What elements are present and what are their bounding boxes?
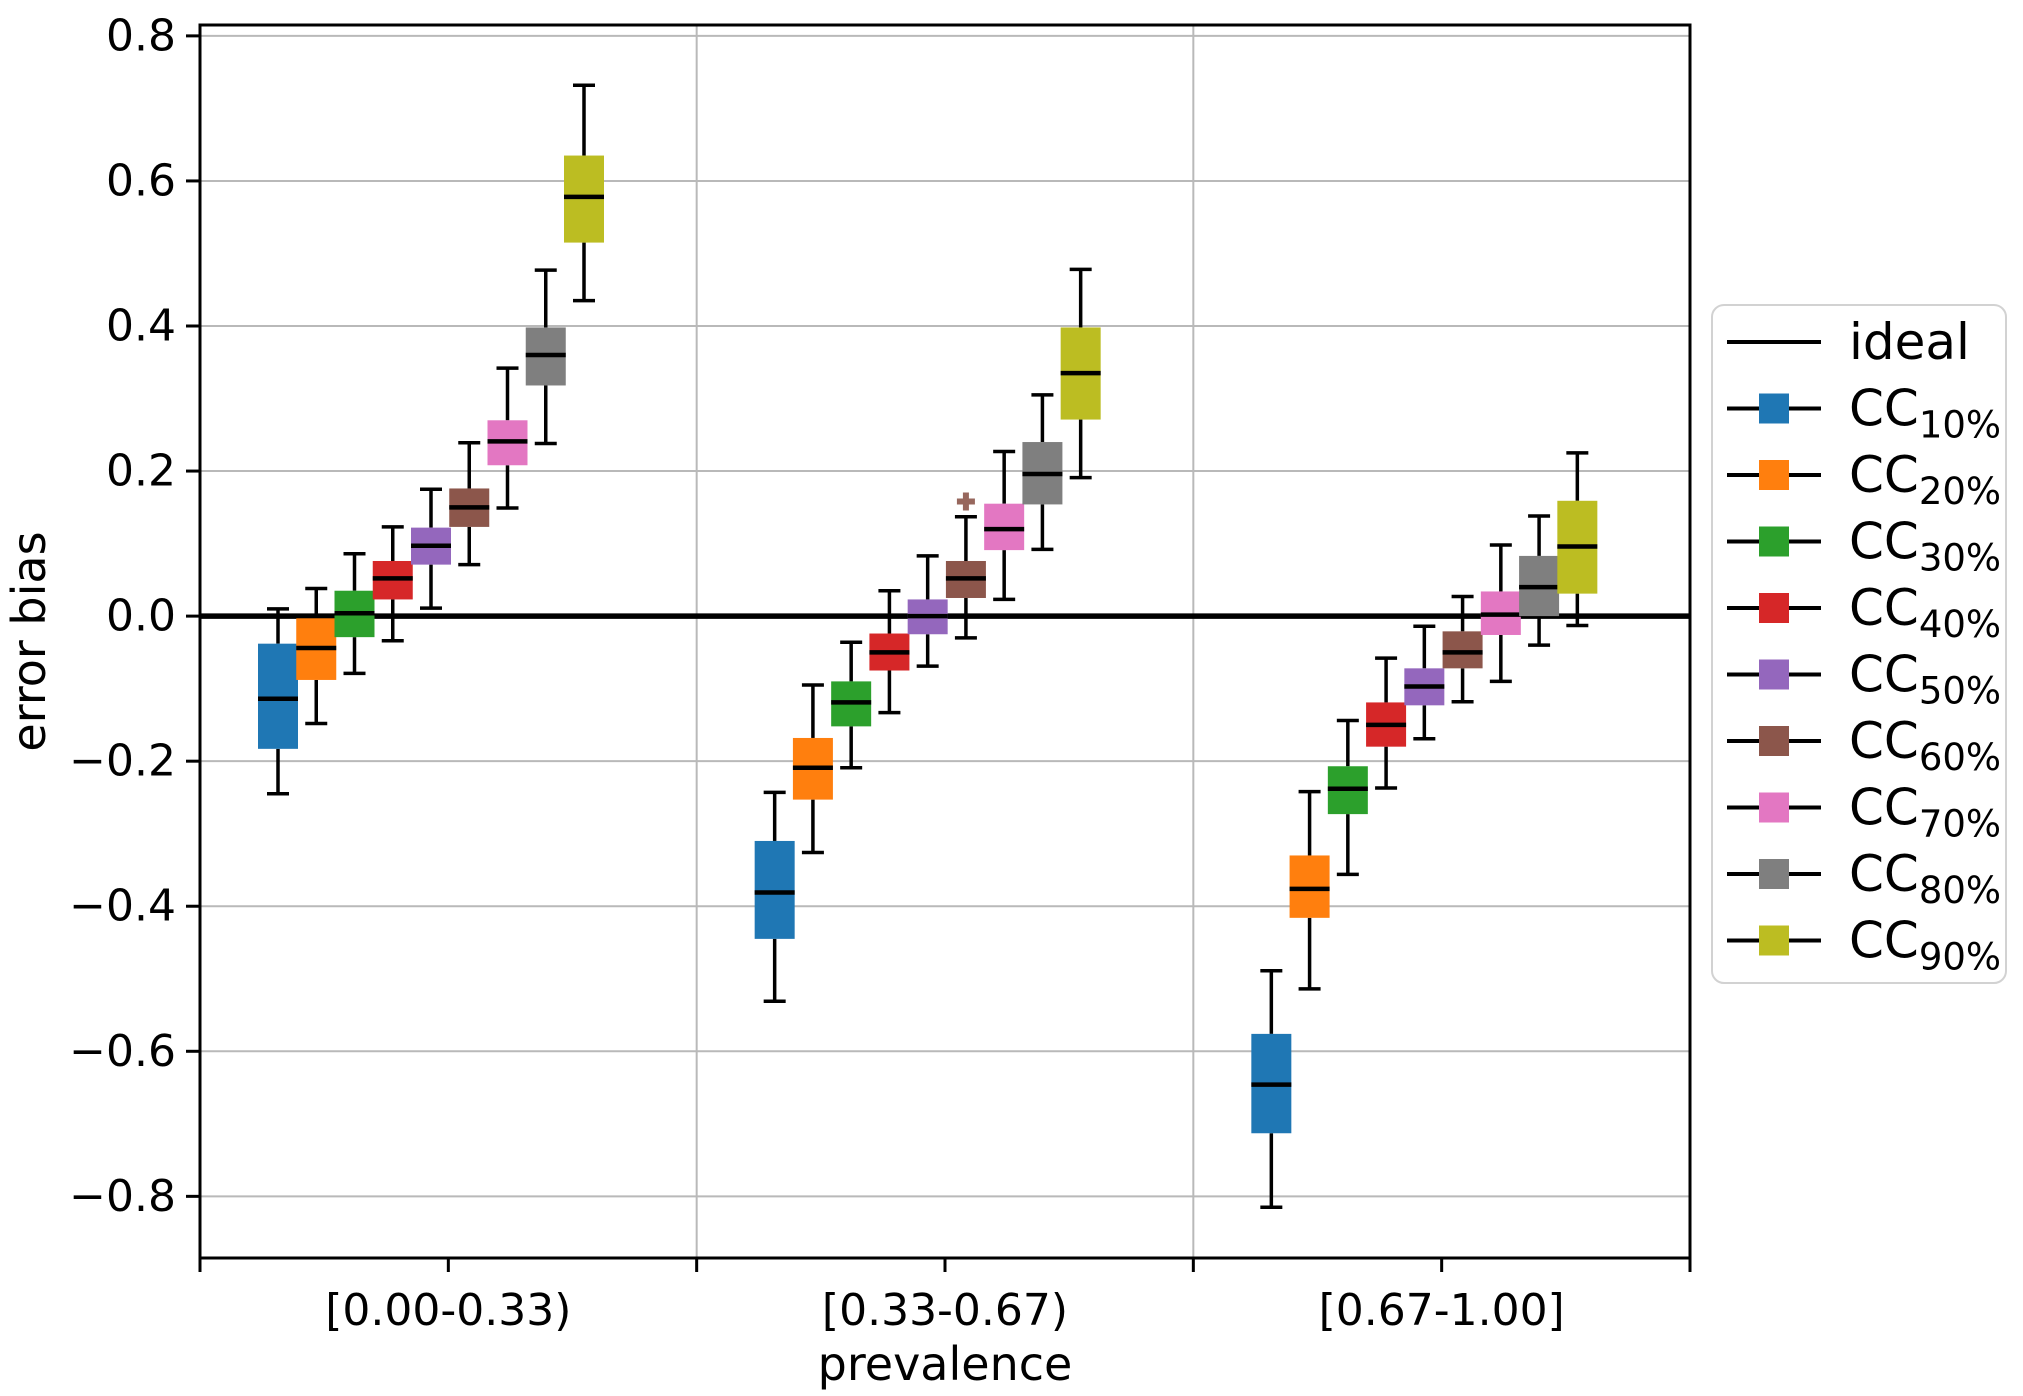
legend-entry-CC10: CC10% <box>1727 380 2001 447</box>
legend-entry-CC20: CC20% <box>1727 446 2001 513</box>
box-CC60-group2 <box>945 492 986 640</box>
legend-marker-CC40 <box>1759 593 1789 623</box>
box-CC30-group2 <box>831 640 872 770</box>
box-CC50-group1 <box>411 487 451 610</box>
legend-label-CC30: CC30% <box>1849 513 2001 580</box>
boxplot-group-3 <box>1251 451 1598 1209</box>
y-axis-title: error bias <box>2 531 56 751</box>
box-CC20-group2 <box>792 683 833 855</box>
legend-entry-ideal: ideal <box>1727 313 1970 371</box>
iqr-box <box>258 643 298 749</box>
iqr-box <box>754 840 795 939</box>
legend-marker-CC30 <box>1759 526 1789 557</box>
legend-ideal-label: ideal <box>1849 313 1970 371</box>
legend-entry-CC40: CC40% <box>1727 579 2001 646</box>
box-CC70-group2 <box>984 449 1025 602</box>
box-CC10-group2 <box>754 790 795 1003</box>
y-tick-label: 0.4 <box>106 300 176 351</box>
y-tick-label: −0.8 <box>69 1171 176 1222</box>
legend-entry-CC80: CC80% <box>1727 845 2001 912</box>
legend-entry-CC90: CC90% <box>1727 912 2001 979</box>
box-CC90-group2 <box>1060 267 1101 480</box>
box-CC70-group3 <box>1480 543 1521 684</box>
box-CC20-group3 <box>1289 789 1330 991</box>
iqr-box <box>1442 631 1483 669</box>
boxplot-group-2 <box>754 267 1101 1003</box>
box-CC80-group2 <box>1022 393 1063 552</box>
box-CC10-group1 <box>258 607 298 796</box>
y-tick-label: 0.8 <box>106 10 176 61</box>
boxplot-group-1 <box>258 83 604 796</box>
legend-label-CC50: CC50% <box>1849 646 2001 713</box>
x-tick-label: [0.00-0.33) <box>325 1285 571 1336</box>
x-axis: [0.00-0.33) [0.33-0.67) [0.67-1.00] <box>198 1258 1692 1336</box>
box-CC10-group3 <box>1251 969 1292 1209</box>
y-tick-label: 0.2 <box>106 446 176 497</box>
y-tick-label: −0.2 <box>69 736 176 787</box>
box-CC40-group2 <box>869 588 910 715</box>
x-tick-label: [0.33-0.67) <box>822 1285 1068 1336</box>
y-tick-label: 0.0 <box>106 591 176 642</box>
y-tick-label: 0.6 <box>106 155 176 206</box>
legend-label-CC60: CC60% <box>1849 712 2001 779</box>
legend-label-CC80: CC80% <box>1849 845 2001 912</box>
box-CC50-group2 <box>907 554 948 668</box>
box-CC90-group1 <box>564 83 604 303</box>
y-tick-label: −0.6 <box>69 1026 176 1077</box>
y-tick-label: −0.4 <box>69 881 176 932</box>
box-CC30-group1 <box>334 551 375 676</box>
box-CC80-group3 <box>1519 514 1560 647</box>
outlier-marker <box>956 492 975 511</box>
legend-entry-CC70: CC70% <box>1727 779 2001 846</box>
box-CC40-group1 <box>372 525 413 643</box>
legend-marker-CC90 <box>1759 925 1789 956</box>
box-CC30-group3 <box>1327 718 1368 877</box>
legend-label-CC90: CC90% <box>1849 912 2001 979</box>
box-CC70-group1 <box>487 366 528 510</box>
box-CC60-group1 <box>449 441 490 567</box>
box-CC80-group1 <box>525 268 566 446</box>
box-CC40-group3 <box>1366 656 1407 790</box>
legend-marker-CC20 <box>1759 460 1789 490</box>
legend-entry-CC60: CC60% <box>1727 712 2001 779</box>
legend-marker-CC50 <box>1759 659 1789 690</box>
legend-marker-CC60 <box>1759 726 1789 756</box>
legend-marker-CC70 <box>1759 792 1789 823</box>
legend-label-CC10: CC10% <box>1849 380 2001 447</box>
legend-label-CC40: CC40% <box>1849 579 2001 646</box>
x-axis-title: prevalence <box>818 1337 1073 1391</box>
legend-marker-CC10 <box>1759 393 1789 424</box>
legend-entry-CC50: CC50% <box>1727 646 2001 713</box>
legend-marker-CC80 <box>1759 859 1789 889</box>
legend: ideal CC10%CC20%CC30%CC40%CC50%CC60%CC70%… <box>1711 304 2007 984</box>
box-CC60-group3 <box>1442 594 1483 704</box>
x-tick-label: [0.67-1.00] <box>1319 1285 1565 1336</box>
y-axis: 0.8 0.6 0.4 0.2 0.0 −0.2 −0.4 −0.6 −0.8 <box>69 10 200 1222</box>
gridlines <box>200 25 1690 1258</box>
box-CC50-group3 <box>1404 624 1445 741</box>
legend-entry-CC30: CC30% <box>1727 513 2001 580</box>
box-CC90-group3 <box>1557 451 1598 628</box>
legend-label-CC20: CC20% <box>1849 446 2001 513</box>
legend-label-CC70: CC70% <box>1849 779 2001 846</box>
box-CC20-group1 <box>296 586 337 726</box>
